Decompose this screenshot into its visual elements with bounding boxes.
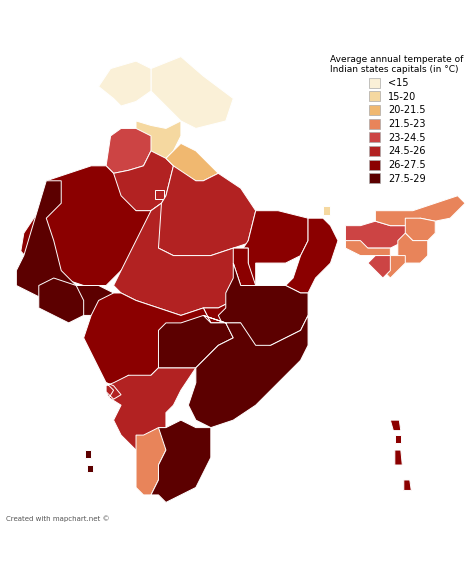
- Polygon shape: [323, 206, 330, 215]
- Polygon shape: [346, 218, 435, 248]
- Polygon shape: [99, 61, 151, 106]
- Polygon shape: [404, 480, 411, 490]
- Text: Created with mapchart.net ©: Created with mapchart.net ©: [6, 516, 109, 522]
- Polygon shape: [136, 428, 166, 495]
- Polygon shape: [248, 211, 316, 263]
- Legend: <15, 15-20, 20-21.5, 21.5-23, 23-24.5, 24.5-26, 26-27.5, 27.5-29: <15, 15-20, 20-21.5, 21.5-23, 23-24.5, 2…: [327, 51, 468, 187]
- Polygon shape: [155, 190, 164, 199]
- Polygon shape: [16, 181, 114, 315]
- Polygon shape: [151, 57, 233, 128]
- Polygon shape: [188, 315, 308, 428]
- Polygon shape: [398, 233, 428, 263]
- Polygon shape: [136, 121, 181, 158]
- Polygon shape: [21, 166, 151, 286]
- Polygon shape: [395, 450, 402, 465]
- Polygon shape: [85, 450, 91, 457]
- Polygon shape: [368, 256, 390, 278]
- Polygon shape: [87, 465, 92, 472]
- Polygon shape: [203, 248, 255, 323]
- Polygon shape: [114, 151, 173, 211]
- Polygon shape: [219, 263, 308, 353]
- Polygon shape: [114, 203, 248, 315]
- Polygon shape: [151, 420, 211, 502]
- Polygon shape: [151, 166, 271, 256]
- Polygon shape: [166, 143, 219, 181]
- Polygon shape: [106, 386, 121, 399]
- Polygon shape: [286, 218, 338, 293]
- Polygon shape: [395, 435, 401, 443]
- Polygon shape: [383, 256, 405, 278]
- Polygon shape: [390, 420, 401, 431]
- Polygon shape: [375, 196, 465, 226]
- Polygon shape: [158, 315, 233, 368]
- Polygon shape: [39, 278, 84, 323]
- Polygon shape: [405, 218, 435, 240]
- Polygon shape: [106, 368, 196, 450]
- Polygon shape: [84, 293, 241, 386]
- Polygon shape: [106, 128, 151, 174]
- Polygon shape: [346, 240, 390, 256]
- Polygon shape: [233, 211, 308, 300]
